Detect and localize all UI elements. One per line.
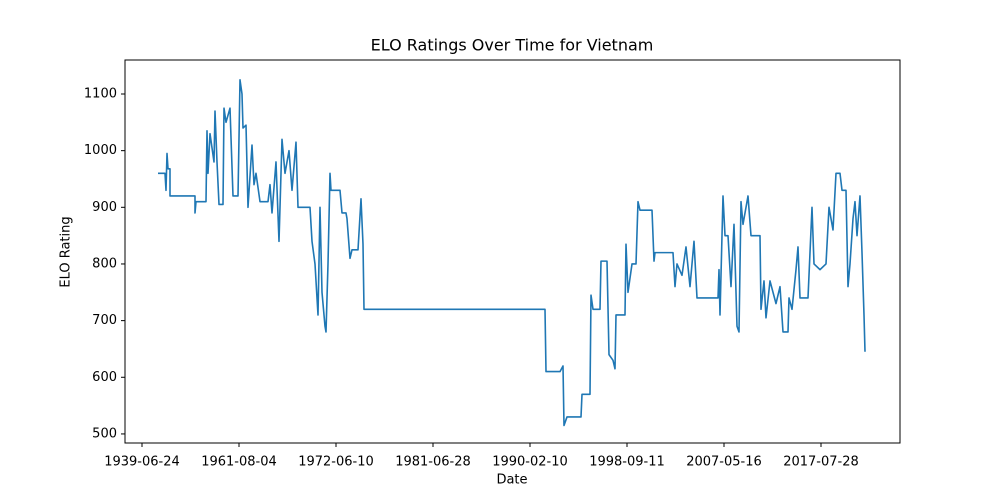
plot-frame (124, 59, 901, 444)
y-tick-label: 800 (92, 256, 117, 271)
y-tick-label: 1100 (84, 86, 117, 101)
x-tick-label: 1939-06-24 (104, 455, 180, 470)
x-axis-label: Date (496, 473, 527, 488)
y-tick-label: 700 (92, 313, 117, 328)
chart-title: ELO Ratings Over Time for Vietnam (371, 36, 654, 55)
x-tick-label: 1998-09-11 (589, 455, 665, 470)
y-axis-label: ELO Rating (59, 216, 74, 287)
x-tick-label: 1972-06-10 (298, 455, 374, 470)
y-tick-label: 500 (92, 426, 117, 441)
data-line (158, 79, 866, 427)
y-tick-label: 600 (92, 370, 117, 385)
x-tick-label: 1961-08-04 (201, 455, 277, 470)
x-tick-label: 1981-06-28 (395, 455, 471, 470)
x-tick-label: 2007-05-16 (686, 455, 762, 470)
x-tick-label: 2017-07-28 (783, 455, 859, 470)
x-tick-label: 1990-02-10 (492, 455, 568, 470)
y-tick-label: 1000 (84, 143, 117, 158)
y-tick-label: 900 (92, 200, 117, 215)
